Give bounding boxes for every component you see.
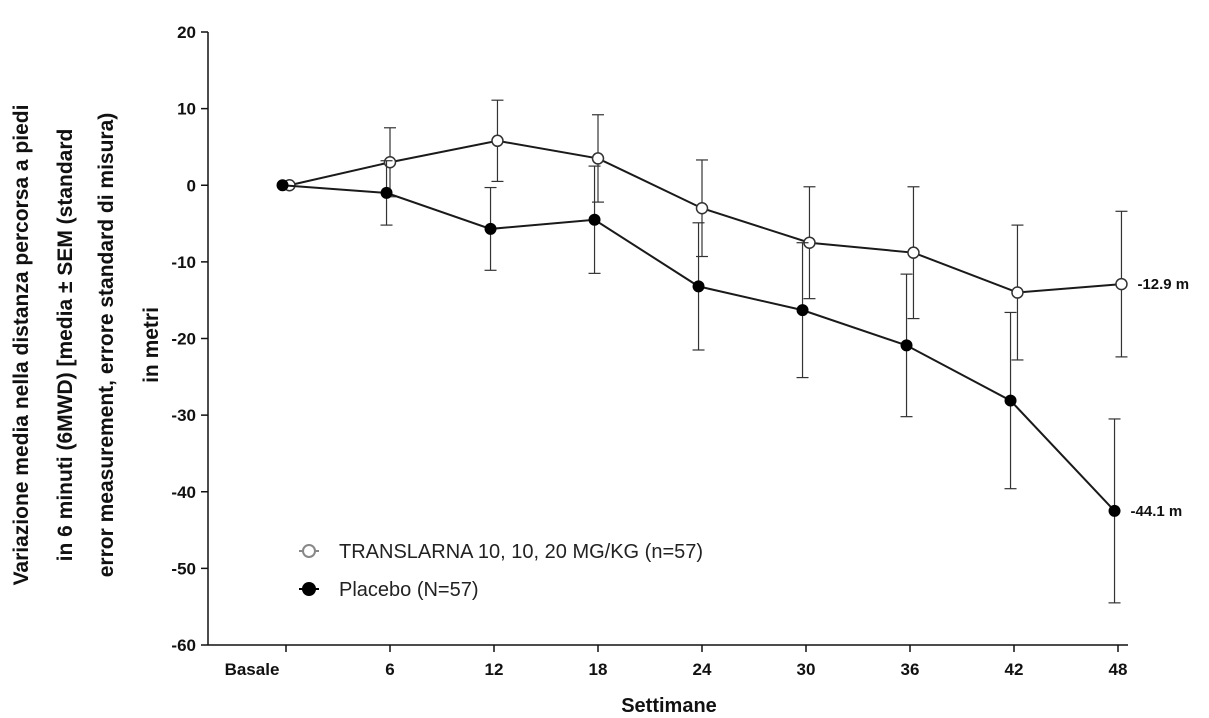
end-label-placebo: -44.1 m xyxy=(1131,503,1183,520)
y-tick-label: -30 xyxy=(171,406,196,425)
y-axis-title-line-3: error measurement, errore standard di mi… xyxy=(95,113,118,578)
data-point xyxy=(588,213,601,226)
y-axis-title-line-1: Variazione media nella distanza percorsa… xyxy=(10,105,33,586)
data-point xyxy=(796,304,809,317)
y-tick-label: -50 xyxy=(171,559,196,578)
data-point xyxy=(380,186,393,199)
x-tick-label: Basale xyxy=(225,660,280,679)
data-point xyxy=(900,339,913,352)
data-point xyxy=(383,156,397,169)
x-ticks: Basale 6 12 18 24 30 36 42 48 xyxy=(225,645,1128,679)
x-tick-label: 18 xyxy=(589,660,608,679)
legend: TRANSLARNA 10, 10, 20 MG/KG (n=57) Placeb… xyxy=(299,541,703,601)
legend-item-translarna: TRANSLARNA 10, 10, 20 MG/KG (n=57) xyxy=(299,541,703,563)
x-tick-label: 36 xyxy=(901,660,920,679)
y-tick-label: 0 xyxy=(187,176,196,195)
x-tick-label: 30 xyxy=(797,660,816,679)
legend-marker xyxy=(302,544,316,558)
legend-label: TRANSLARNA 10, 10, 20 MG/KG (n=57) xyxy=(339,541,703,563)
y-tick-label: 10 xyxy=(177,100,196,119)
end-label-translarna: -12.9 m xyxy=(1137,276,1189,293)
legend-label: Placebo (N=57) xyxy=(339,579,479,601)
data-point xyxy=(692,280,705,293)
x-axis-title: Settimane xyxy=(621,695,717,717)
x-tick-label: 12 xyxy=(485,660,504,679)
end-labels: -12.9 m -44.1 m xyxy=(1131,276,1190,520)
x-tick-label: 6 xyxy=(385,660,394,679)
y-tick-label: 20 xyxy=(177,23,196,42)
data-point xyxy=(1108,504,1121,517)
x-tick-label: 42 xyxy=(1005,660,1024,679)
series-line xyxy=(289,139,1122,294)
y-tick-label: -10 xyxy=(171,253,196,272)
y-tick-label: -40 xyxy=(171,483,196,502)
data-point xyxy=(1011,286,1024,299)
x-tick-label: 48 xyxy=(1109,660,1128,679)
y-ticks: 20 10 0 -10 -20 -30 -40 -50 -60 xyxy=(171,23,208,655)
data-point xyxy=(1004,394,1017,407)
data-point xyxy=(907,246,920,259)
data-point xyxy=(484,222,497,235)
x-tick-label: 24 xyxy=(693,660,712,679)
data-point xyxy=(491,134,504,148)
series-translarna xyxy=(283,99,1128,361)
series-layer xyxy=(276,99,1128,604)
legend-item-placebo: Placebo (N=57) xyxy=(299,579,479,601)
y-axis-title-line-2: in 6 minuti (6MWD) [media ± SEM (standar… xyxy=(54,129,77,562)
y-axis-title-line-4: in metri xyxy=(140,307,163,383)
data-point xyxy=(1115,277,1128,291)
y-tick-label: -20 xyxy=(171,330,196,349)
data-point xyxy=(695,201,709,215)
y-axis-title: Variazione media nella distanza percorsa… xyxy=(10,105,163,586)
data-point xyxy=(276,179,289,192)
series-placebo xyxy=(276,160,1121,604)
legend-marker xyxy=(302,582,316,596)
data-point xyxy=(591,152,605,165)
y-tick-label: -60 xyxy=(171,636,196,655)
